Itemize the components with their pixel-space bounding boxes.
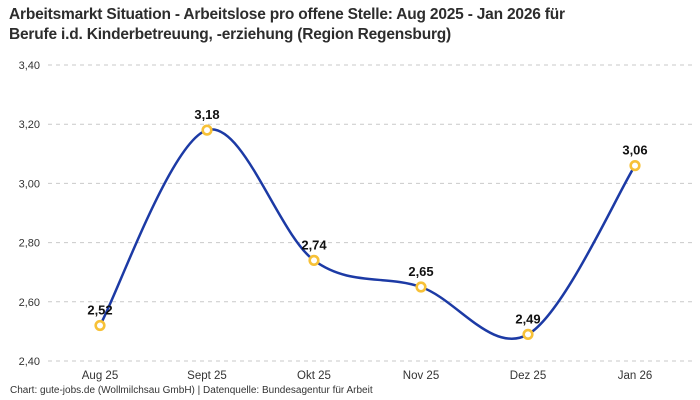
y-axis-tick-label: 3,00 xyxy=(19,178,40,190)
data-point-label: 2,52 xyxy=(87,302,112,317)
data-point-label: 3,06 xyxy=(622,143,647,158)
y-axis-tick-label: 3,20 xyxy=(19,119,40,131)
data-point-label: 2,65 xyxy=(408,264,433,279)
x-axis-tick-label: Aug 25 xyxy=(82,370,118,382)
y-axis-tick-label: 2,40 xyxy=(19,356,40,368)
data-point-marker xyxy=(308,254,320,266)
x-axis-tick-label: Dez 25 xyxy=(510,370,546,382)
data-point-marker xyxy=(629,160,641,172)
data-line-series xyxy=(98,128,637,341)
chart-credit: Chart: gute-jobs.de (Wollmilchsau GmbH) … xyxy=(10,385,373,396)
chart-title-line2: Berufe i.d. Kinderbetreuung, -erziehung … xyxy=(9,26,452,43)
data-point-marker xyxy=(522,328,534,340)
data-point-marker xyxy=(94,319,106,332)
x-axis-tick-label: Nov 25 xyxy=(403,370,439,382)
data-point-label: 2,49 xyxy=(515,311,540,326)
data-point-label: 2,74 xyxy=(301,237,327,252)
data-point-marker xyxy=(201,124,213,136)
chart-title: Arbeitsmarkt Situation - Arbeitslose pro… xyxy=(9,5,669,45)
y-axis-tick-label: 2,80 xyxy=(19,238,40,250)
data-point-label: 3,18 xyxy=(194,107,219,122)
x-axis-tick-label: Jan 26 xyxy=(618,370,653,382)
y-axis-tick-label: 2,60 xyxy=(19,297,40,309)
y-axis-tick-label: 3,40 xyxy=(19,60,40,72)
chart-title-line1: Arbeitsmarkt Situation - Arbeitslose pro… xyxy=(9,6,565,23)
x-axis-tick-label: Okt 25 xyxy=(297,370,331,382)
x-axis-tick-label: Sept 25 xyxy=(187,370,227,382)
data-point-marker xyxy=(415,281,427,293)
